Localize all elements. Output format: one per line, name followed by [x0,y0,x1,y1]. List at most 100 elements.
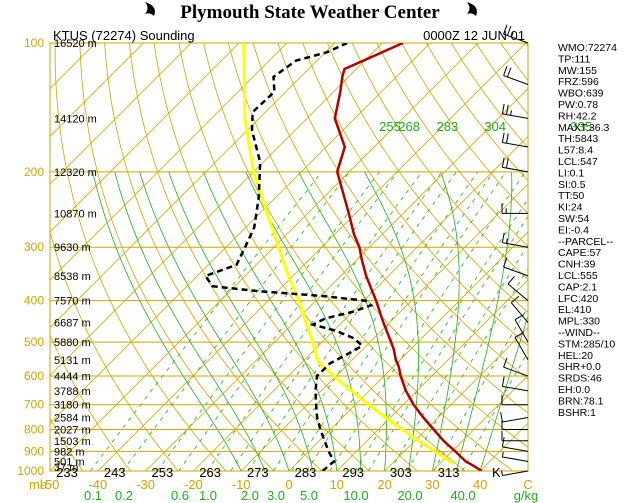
height-label: 5131 m [54,355,91,367]
index-line: PW:0.78 [558,99,598,111]
isotherm [240,183,528,471]
isotherm [50,43,383,376]
dry-adiabat [376,43,528,247]
dry-adiabat [450,43,528,149]
pressure-label: 300 [24,240,44,254]
pressure-label: 800 [24,423,44,437]
height-label: 9630 m [54,242,91,254]
index-line: HEL:20 [558,350,593,362]
profiles [203,43,483,471]
theta-label: 233 [56,465,78,480]
height-labels: 16520 m 14120 m 12320 m 10870 m 9630 m 8538 m… [54,38,97,474]
index-line: --PARCEL-- [558,236,614,248]
mixing-ratio-labels: 0.1 0.2 0.6 1.0 2.0 3.0 5.0 10.0 20.0 40.0 g/kg [84,488,538,503]
temperature-tick-label: 40 [473,477,487,492]
theta-label: 313 [438,465,460,480]
logo-left-icon [145,2,155,16]
dry-adiabat [178,43,466,471]
index-line: WMO:72274 [558,42,617,54]
index-line: LCL:555 [558,270,598,282]
isotherm [50,43,431,424]
mixing-ratio-line [230,171,443,471]
pressure-label: 700 [24,398,44,412]
index-line: MW:155 [558,65,597,77]
height-label: 14120 m [54,113,97,125]
moist-adiabat [139,171,290,471]
mixing-ratio-label: 40.0 [450,488,475,503]
wind-barb [503,257,529,277]
pressure-label: 200 [24,165,44,179]
pressure-label: 400 [24,294,44,308]
height-label: 3788 m [54,386,91,398]
index-line: RH:42.2 [558,110,597,122]
index-line: MPL:330 [558,316,600,328]
height-label: 2584 m [54,413,91,425]
theta-label: 263 [199,465,221,480]
theta-label: 253 [152,465,174,480]
isotherm [193,135,528,471]
axis-unit-mb: mb [29,477,47,492]
index-line: CAPE:57 [558,247,601,259]
mixing-ratio-label: g/kg [514,488,539,503]
index-line: EI:-0.4 [558,224,589,236]
isotherm [50,43,479,471]
mixing-ratio-label: 0.2 [115,488,133,503]
index-line: CAP:2.1 [558,281,597,293]
index-line: TH:5843 [558,133,598,145]
isotherm [50,43,240,233]
theta-e-label: 304 [484,119,506,134]
header: Plymouth State Weather Center KTUS (7227… [53,2,525,43]
theta-e-labels: 255268283304335388 [379,119,592,134]
index-line: WBO:639 [558,88,604,100]
dry-adiabat [252,43,528,414]
index-line: TT:50 [558,190,584,202]
mixing-ratio-line [389,244,528,471]
datetime-label: 0000Z 12 JUN 01 [423,28,525,43]
station-label: KTUS (72274) Sounding [53,28,195,43]
mixing-ratio-label: 0.1 [84,488,102,503]
wind-barb [503,357,529,377]
temperature-tick-label: -50 [41,477,60,492]
dry-adiabat [79,43,275,471]
mixing-ratio-label: 20.0 [397,488,422,503]
index-line: KI:24 [558,202,583,214]
mixing-ratio-line [178,171,399,471]
index-line: BRN:78.1 [558,395,604,407]
mixing-ratio-label: 3.0 [267,488,285,503]
height-label: 5880 m [54,337,91,349]
wind-barb [514,314,529,343]
moist-adiabat [203,171,338,471]
index-line: BSHR:1 [558,407,596,419]
theta-labels: 233 243 253 263 273 283 293 303 313 K [56,465,501,480]
index-line: EH:0.0 [558,384,590,396]
dry-adiabat [401,43,528,215]
wind-barb [501,419,528,431]
wind-barb [501,394,528,406]
wind-barb [501,232,529,248]
isotherm [50,43,288,281]
index-line: CNH:39 [558,259,596,271]
dry-adiabat [50,230,179,471]
height-label: 1503 m [54,436,91,448]
index-line: LCL:547 [558,156,598,168]
wind-barb [503,66,529,85]
theta-label: K [492,465,501,480]
temperature-tick-label: -10 [232,477,251,492]
dewpoint-line [203,43,374,471]
index-line: FRZ:596 [558,76,599,88]
index-line: LI:0.1 [558,167,584,179]
wind-barb [507,275,529,302]
index-line: SI:0.5 [558,179,586,191]
temperature-tick-label: 10 [330,477,344,492]
mixing-ratio-label: 1.0 [199,488,217,503]
wind-barb [501,430,528,442]
index-line: SW:54 [558,213,589,225]
theta-label: 283 [295,465,317,480]
theta-e-label: 268 [398,119,420,134]
temperature-tick-label: 30 [425,477,439,492]
wind-barbs [500,24,529,477]
mixing-ratio-label: 10.0 [343,488,368,503]
theta-label: 273 [247,465,269,480]
isotherm [336,279,528,471]
isotherm [384,327,528,471]
